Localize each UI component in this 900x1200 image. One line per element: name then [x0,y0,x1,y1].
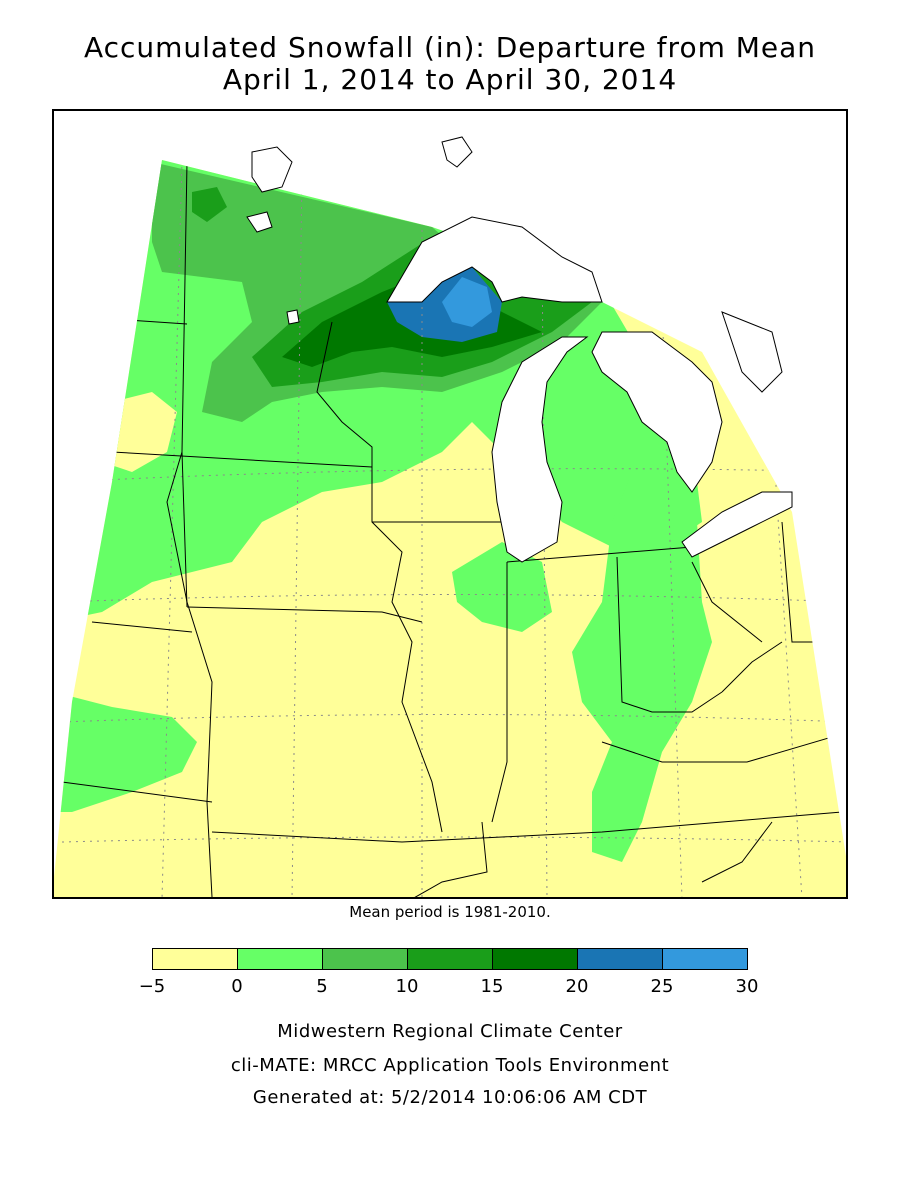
legend-swatch [152,948,238,970]
legend-swatch [662,948,748,970]
lake-ontario-edge [721,311,783,393]
legend-tick-label: 20 [565,976,589,997]
legend-tick-label: 25 [650,976,674,997]
map-title: Accumulated Snowfall (in): Departure fro… [83,31,817,64]
legend-swatch [492,948,578,970]
legend-swatch [407,948,493,970]
lake-superior [386,216,603,303]
legend-swatch [577,948,663,970]
great-lakes [386,216,793,563]
state-boundaries [61,161,843,897]
credit-organization: Midwestern Regional Climate Center [277,1021,623,1042]
legend-tick-label: 0 [231,976,243,997]
map-date-range: April 1, 2014 to April 30, 2014 [222,63,678,96]
map-frame [52,109,848,899]
credit-generated: Generated at: 5/2/2014 10:06:06 AM CDT [252,1087,648,1108]
contour-0-5-east [572,462,712,862]
snowfall-departure-map [54,136,846,897]
lake-michigan [491,336,589,563]
legend-tick-label: 15 [480,976,504,997]
lake-erie [681,491,793,558]
contour-0-5-central [452,542,552,632]
contour-0-5-southwest [54,692,197,812]
mean-period-note: Mean period is 1981-2010. [349,903,551,921]
legend-swatch [322,948,408,970]
legend-tick-label: 10 [395,976,419,997]
northern-lakes [246,136,473,325]
legend-tick-label: −5 [138,976,166,997]
contour-25-30 [442,277,492,327]
legend-swatch [237,948,323,970]
legend-tick-label: 5 [316,976,328,997]
legend-tick-label: 30 [735,976,759,997]
color-legend [152,948,748,972]
lake-huron [591,331,723,493]
credit-tool: cli-MATE: MRCC Application Tools Environ… [230,1055,670,1076]
